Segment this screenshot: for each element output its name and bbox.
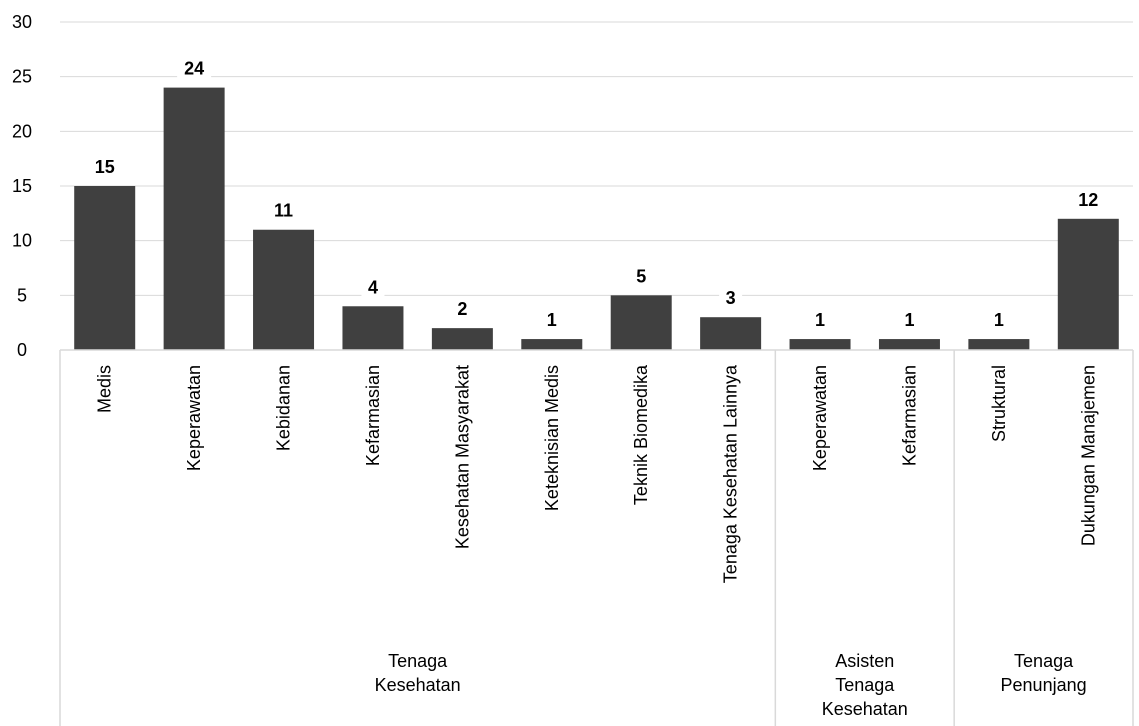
- y-tick-label: 15: [12, 176, 32, 196]
- data-label: 2: [457, 299, 467, 319]
- data-label: 24: [184, 59, 204, 79]
- data-label-background: [266, 198, 301, 221]
- data-label-background: [1071, 187, 1106, 210]
- category-label: Keperawatan: [810, 365, 830, 471]
- bar: [253, 229, 315, 350]
- category-label: Teknik Biomedika: [631, 364, 651, 505]
- category-label: Tenaga Kesehatan Lainnya: [721, 364, 741, 583]
- category-label: Kefarmasian: [899, 365, 919, 466]
- bar: [968, 339, 1030, 350]
- bar: [1057, 218, 1119, 350]
- bar: [878, 339, 940, 350]
- bar: [342, 306, 404, 350]
- data-label-background: [629, 264, 653, 287]
- data-label-background: [808, 308, 832, 331]
- bar: [163, 87, 225, 350]
- category-label: Dukungan Manajemen: [1078, 365, 1098, 546]
- y-tick-label: 30: [12, 12, 32, 32]
- group-label: Tenaga: [388, 651, 448, 671]
- data-label: 1: [815, 310, 825, 330]
- group-label: Tenaga: [835, 675, 895, 695]
- data-label-background: [361, 275, 385, 298]
- data-label-background: [987, 308, 1011, 331]
- category-label: Struktural: [989, 365, 1009, 442]
- data-label-background: [719, 286, 743, 309]
- y-tick-label: 10: [12, 231, 32, 251]
- bars: [74, 87, 1119, 350]
- category-label: Kefarmasian: [363, 365, 383, 466]
- data-label: 4: [368, 277, 378, 297]
- category-labels: Medis Keperawatan Kebidanan Kefarmasian Kese…: [95, 364, 1099, 583]
- gridlines: [60, 21, 1133, 296]
- bar: [789, 339, 851, 350]
- y-tick-label: 5: [17, 285, 27, 305]
- data-label: 1: [904, 310, 914, 330]
- data-label: 12: [1078, 190, 1098, 210]
- data-label-background: [177, 56, 212, 79]
- data-label: 1: [994, 310, 1004, 330]
- bar: [610, 295, 672, 350]
- y-tick-label: 0: [17, 340, 27, 360]
- category-label: Kebidanan: [274, 365, 294, 451]
- data-label: 15: [95, 157, 115, 177]
- bar: [431, 328, 493, 350]
- data-label: 11: [274, 201, 293, 221]
- group-label: Asisten: [835, 651, 894, 671]
- bar: [700, 317, 762, 350]
- group-label: Tenaga: [1014, 651, 1074, 671]
- group-label: Kesehatan: [375, 675, 461, 695]
- data-label-background: [450, 297, 474, 320]
- category-label: Kesehatan Masyarakat: [452, 365, 472, 549]
- y-tick-label: 20: [12, 121, 32, 141]
- group-label: Penunjang: [1001, 675, 1087, 695]
- y-axis-tick-labels: 0 5 10 15 20 25 30: [12, 12, 32, 360]
- data-label: 1: [547, 310, 557, 330]
- data-label-background: [540, 308, 564, 331]
- bar: [74, 186, 136, 350]
- bar: [521, 339, 583, 350]
- category-label: Medis: [95, 365, 115, 413]
- category-label: Keteknisian Medis: [542, 365, 562, 511]
- category-label: Keperawatan: [184, 365, 204, 471]
- x-axis: [59, 349, 1134, 726]
- data-label-background: [87, 155, 122, 177]
- data-label-background: [897, 308, 921, 331]
- group-labels: Tenaga Kesehatan Asisten Tenaga Kesehatan Ten…: [375, 651, 1087, 719]
- y-tick-label: 25: [12, 67, 32, 87]
- data-label: 5: [636, 266, 646, 286]
- group-label: Kesehatan: [822, 699, 908, 719]
- data-label: 3: [726, 288, 736, 308]
